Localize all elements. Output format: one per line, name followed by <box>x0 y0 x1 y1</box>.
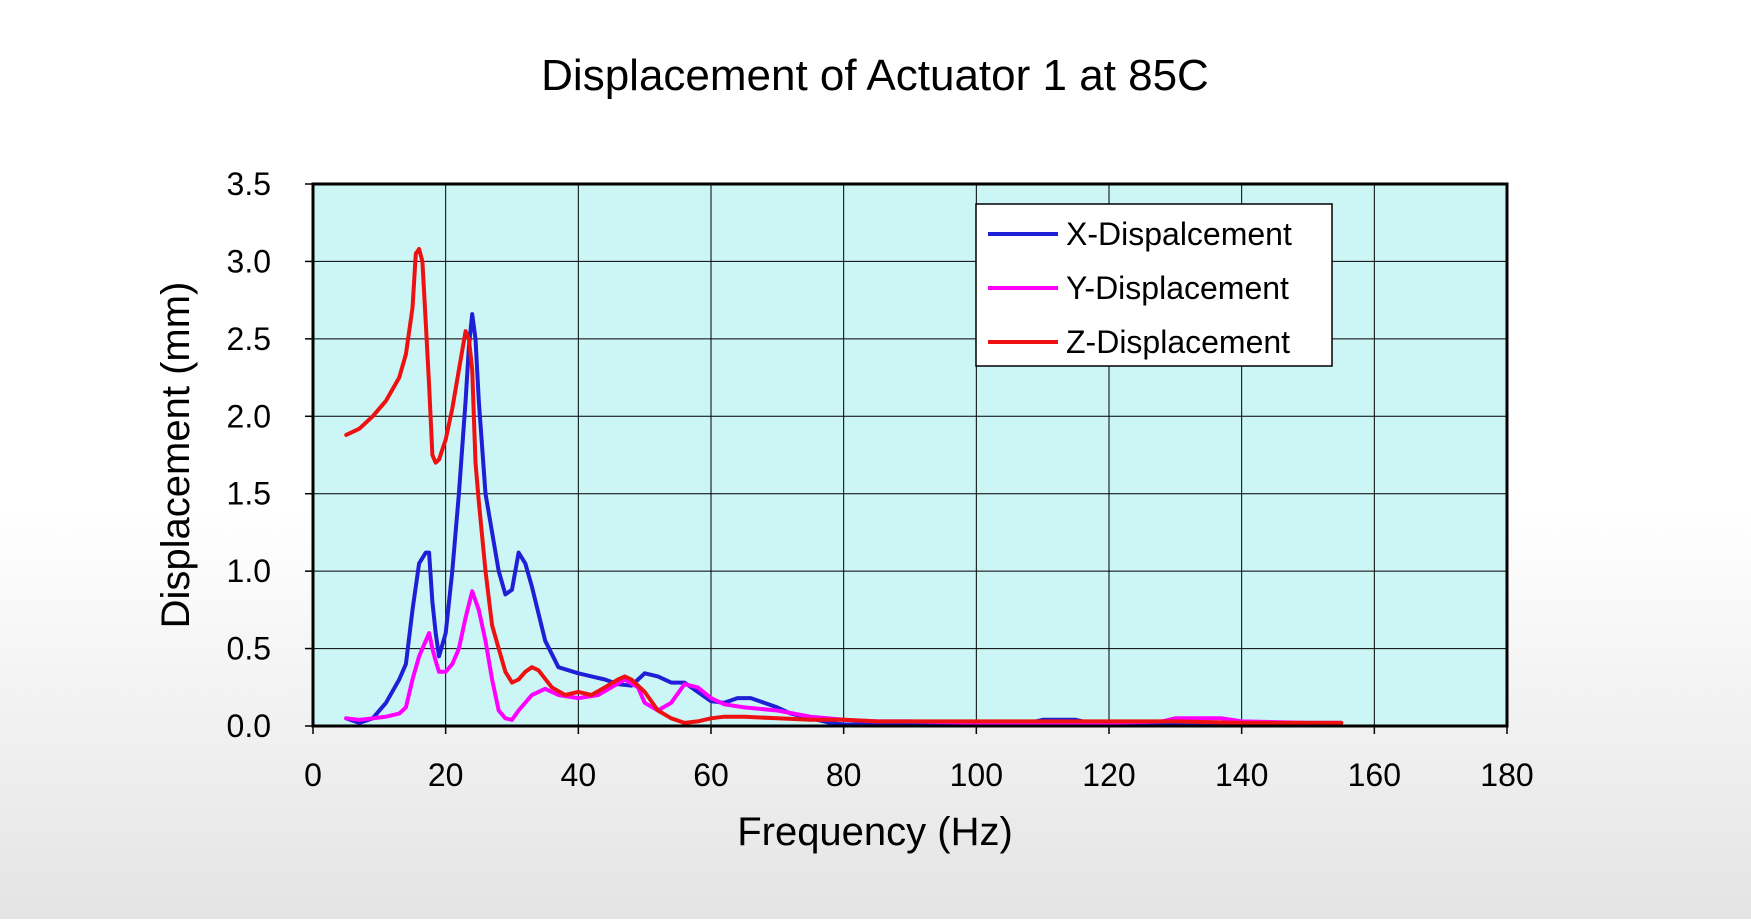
chart-title: Displacement of Actuator 1 at 85C <box>541 51 1209 100</box>
x-tick-label: 40 <box>561 757 597 793</box>
grid-lines <box>313 184 1507 726</box>
legend-label-2: Y-Displacement <box>1066 270 1289 306</box>
plot-border <box>311 182 1509 728</box>
y-tick-label: 2.5 <box>227 321 271 357</box>
x-tick-label: 140 <box>1215 757 1268 793</box>
y-axis-label: Displacement (mm) <box>154 282 198 629</box>
y-tick-label: 2.0 <box>227 398 271 434</box>
x-tick-label: 80 <box>826 757 862 793</box>
legend-entries: X-Dispalcement Y-Displacement Z-Displaceme… <box>988 216 1292 360</box>
series-line-3 <box>344 247 1344 725</box>
y-tick-label: 3.0 <box>227 243 271 279</box>
x-tick-label: 120 <box>1082 757 1135 793</box>
y-tick-label: 1.5 <box>227 476 271 512</box>
x-tick-label: 100 <box>950 757 1003 793</box>
legend-label-3: Z-Displacement <box>1066 324 1290 360</box>
x-axis-label: Frequency (Hz) <box>737 810 1013 854</box>
y-tick-label: 0.0 <box>227 708 271 744</box>
x-tick-label: 180 <box>1480 757 1533 793</box>
x-tick-label: 20 <box>428 757 464 793</box>
y-tick-label: 0.5 <box>227 631 271 667</box>
x-tick-label: 60 <box>693 757 729 793</box>
y-axis-ticks: 0.0 0.5 1.0 1.5 2.0 2.5 3.0 3.5 <box>227 166 313 744</box>
legend: X-Dispalcement Y-Displacement Z-Displaceme… <box>975 203 1333 367</box>
y-tick-label: 1.0 <box>227 553 271 589</box>
legend-box <box>975 203 1333 367</box>
x-tick-label: 0 <box>304 757 322 793</box>
x-tick-label: 160 <box>1348 757 1401 793</box>
y-tick-label: 3.5 <box>227 166 271 202</box>
x-axis-ticks: 0 20 40 60 80 100 120 140 160 180 <box>304 726 1534 793</box>
legend-label-1: X-Dispalcement <box>1066 216 1292 252</box>
